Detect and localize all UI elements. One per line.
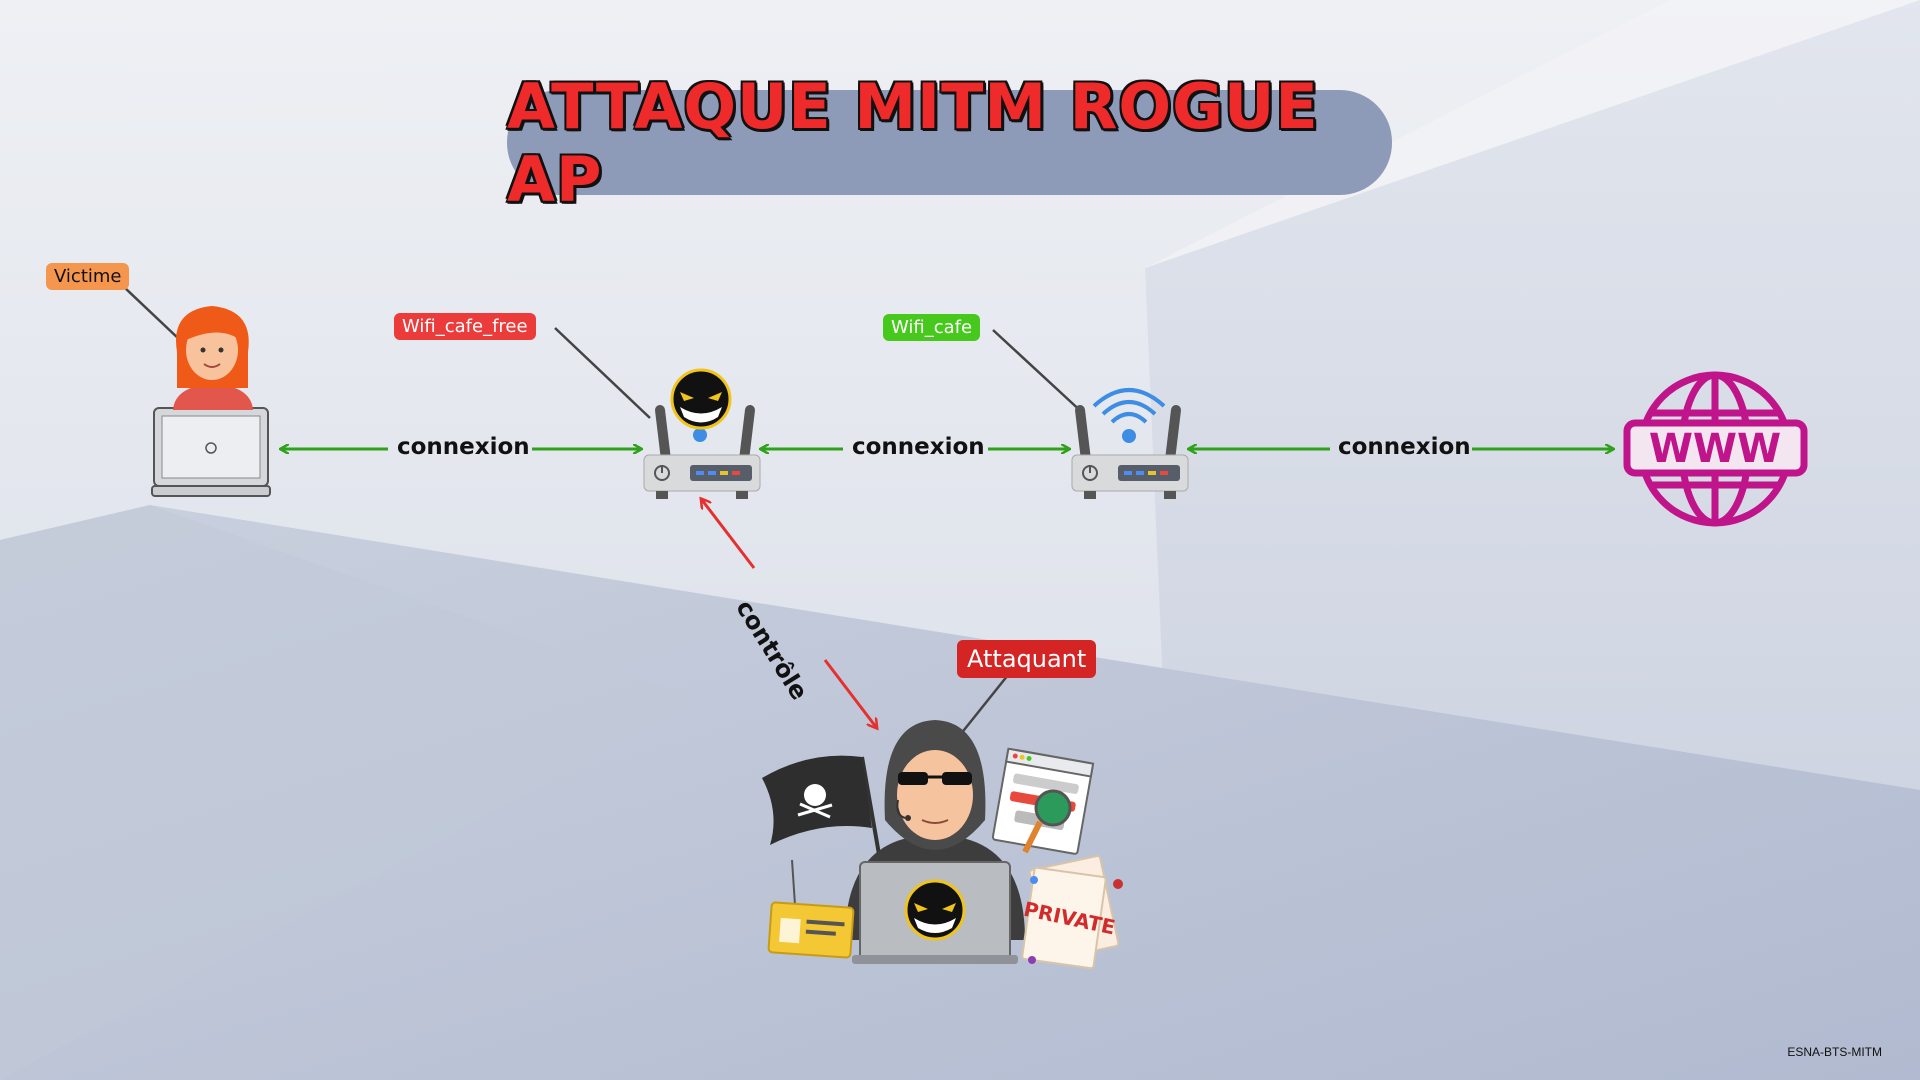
pirate-flag-icon [762,755,882,861]
shark-mask-icon [670,368,732,430]
rogue-leader-line [554,327,651,419]
edge-attacker-rogue [702,500,876,727]
rogue-ap-tag: Wifi_cafe_free [394,313,536,340]
globe-www-icon [1623,371,1808,527]
victim-leader-line [124,287,181,341]
hacker-laptop-icon [852,861,1018,964]
legit-router-icon [1071,405,1189,499]
private-document-icon [1021,855,1123,970]
legit-leader-line [992,329,1086,416]
wifi-signal-icon [1092,388,1166,443]
woman-avatar-icon [173,306,253,410]
page-title: ATTAQUE MITM ROGUE AP [507,69,1319,216]
footer-credit: ESNA-BTS-MITM [1787,1045,1882,1059]
edge-label-rogue-legit: connexion [852,434,985,460]
edge-label-legit-internet: connexion [1338,434,1471,460]
edge-label-victim-rogue: connexion [397,434,530,460]
login-window-icon [991,747,1095,855]
victim-laptop-icon [151,407,271,497]
id-card-icon [767,859,855,959]
attacker-leader-line [959,674,1009,736]
title-banner: ATTAQUE MITM ROGUE AP [507,70,1392,216]
legit-ap-tag: Wifi_cafe [883,314,981,341]
rogue-router-icon [643,405,761,499]
victim-tag: Victime [46,263,130,290]
globe-www-text: WWW [1649,426,1781,472]
attacker-tag: Attaquant [957,640,1097,678]
